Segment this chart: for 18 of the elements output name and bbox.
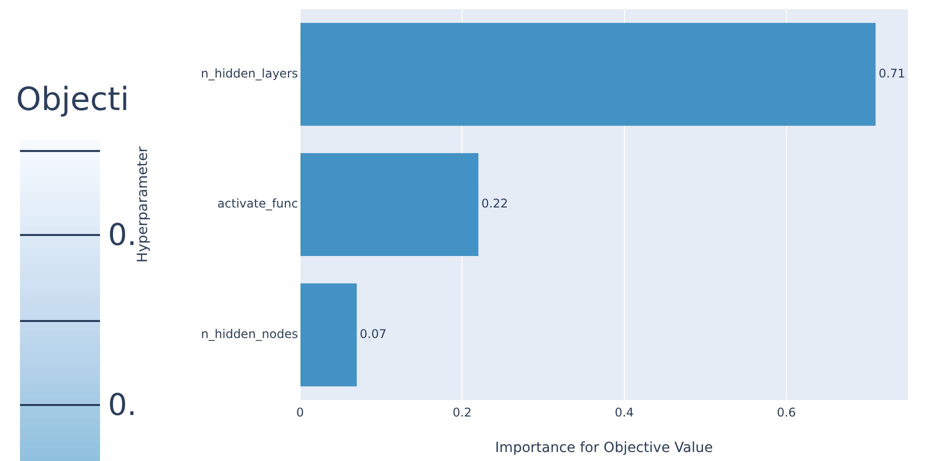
y-axis-title: Hyperparameter (135, 146, 152, 263)
y-tick-label: n_hidden_layers (200, 66, 298, 80)
text: 0. (108, 388, 137, 423)
y-tick-label: n_hidden_nodes (201, 326, 298, 341)
text: Objecti (16, 80, 130, 118)
data-label: 0.07 (360, 326, 386, 341)
bar (300, 22, 876, 126)
x-tick-label: 0.4 (614, 405, 634, 420)
data-label: 0.22 (481, 196, 508, 211)
bar (300, 283, 357, 386)
text: 0. (108, 218, 137, 253)
x-tick-label: 0.2 (452, 405, 472, 420)
bar (300, 153, 478, 256)
y-tick-label: activate_func (217, 196, 298, 211)
x-tick-label: 0.6 (776, 405, 796, 420)
x-axis-title: Importance for Objective Value (495, 440, 713, 456)
data-label: 0.71 (878, 66, 906, 80)
x-tick-label: 0 (296, 405, 304, 420)
